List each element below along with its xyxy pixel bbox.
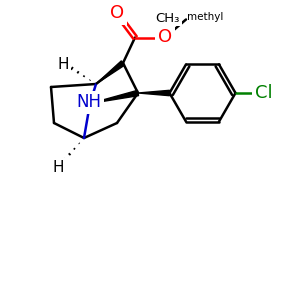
Polygon shape — [90, 90, 139, 104]
Text: H: H — [53, 160, 64, 175]
Text: NH: NH — [76, 93, 101, 111]
Polygon shape — [96, 61, 125, 84]
Text: Cl: Cl — [255, 84, 272, 102]
Polygon shape — [138, 90, 169, 96]
Text: methyl: methyl — [187, 12, 223, 22]
Text: O: O — [158, 28, 172, 46]
Text: O: O — [110, 4, 124, 22]
Text: CH₃: CH₃ — [156, 11, 180, 25]
Text: H: H — [57, 57, 69, 72]
